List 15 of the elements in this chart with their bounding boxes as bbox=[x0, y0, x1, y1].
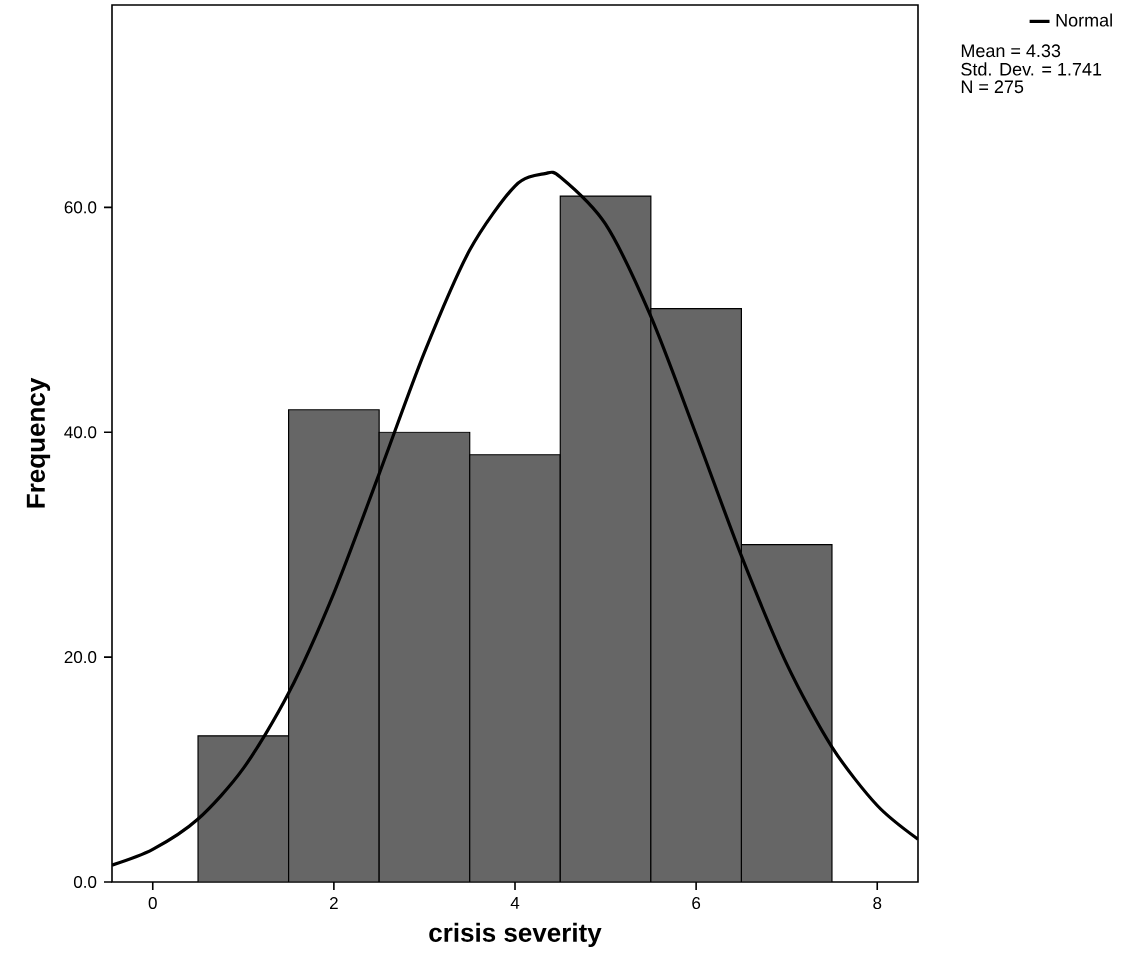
x-tick-label: 8 bbox=[873, 897, 882, 910]
legend-label: Normal bbox=[1056, 13, 1112, 27]
y-tick-label: 20.0 bbox=[64, 651, 97, 664]
y-tick-label: 0.0 bbox=[73, 875, 97, 888]
text: Mean = 4.33 bbox=[961, 44, 1061, 58]
text: N = 275 bbox=[961, 80, 1024, 94]
x-tick-label: 6 bbox=[692, 897, 701, 910]
y-tick-label: 40.0 bbox=[64, 426, 97, 439]
y-axis-title: Frequency bbox=[26, 377, 51, 508]
x-tick-label: 0 bbox=[148, 897, 157, 910]
x-tick-label: 2 bbox=[330, 897, 338, 909]
x-axis-title: crisis severity bbox=[429, 922, 602, 948]
y-tick-label: 60.0 bbox=[64, 201, 97, 214]
text: Std. Dev. = 1.741 bbox=[961, 62, 1102, 76]
x-tick-label: 4 bbox=[510, 897, 520, 909]
